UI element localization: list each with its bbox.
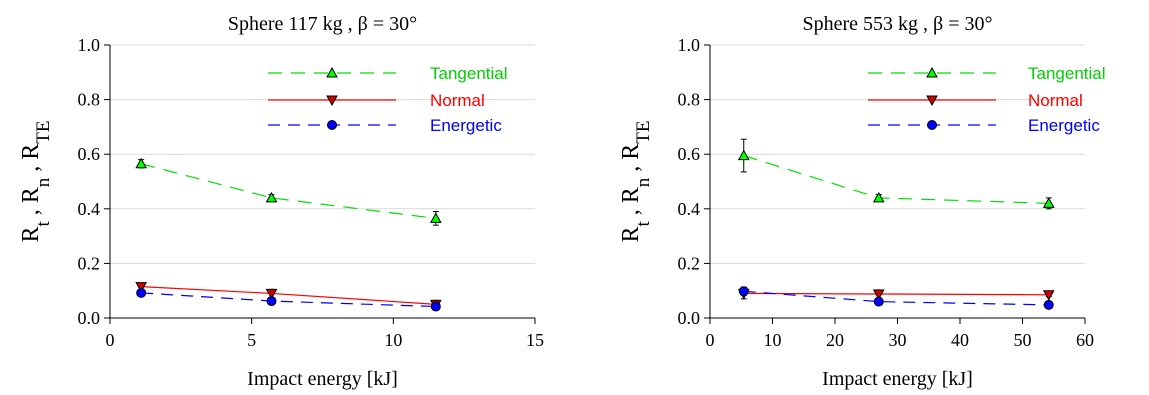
x-tick-label: 10 bbox=[764, 330, 782, 350]
series-energetic bbox=[738, 286, 1054, 310]
y-tick-label: 0.6 bbox=[78, 144, 101, 164]
y-tick-label: 0.4 bbox=[78, 199, 101, 219]
legend-label: Energetic bbox=[1028, 116, 1100, 135]
x-tick-label: 30 bbox=[889, 330, 907, 350]
series-normal bbox=[737, 287, 1055, 301]
legend-marker bbox=[326, 66, 338, 78]
x-axis-label: Impact energy [kJ] bbox=[247, 368, 398, 390]
data-point bbox=[1043, 299, 1054, 310]
y-axis-label-subscript: t bbox=[633, 221, 654, 227]
series-line bbox=[743, 290, 1049, 306]
y-axis-label-subscript: n bbox=[633, 177, 654, 187]
y-axis-label-part: , R bbox=[618, 187, 644, 221]
data-point bbox=[737, 149, 750, 161]
y-axis-label-subscript: n bbox=[33, 177, 54, 187]
data-point bbox=[135, 282, 148, 293]
x-tick-label: 0 bbox=[706, 330, 715, 350]
data-point bbox=[135, 157, 148, 169]
legend-entry-tangential: Tangential bbox=[268, 64, 508, 83]
legend-entry-energetic: Energetic bbox=[868, 116, 1100, 135]
legend-entry-tangential: Tangential bbox=[868, 64, 1106, 83]
y-axis-label-part: , R bbox=[18, 144, 44, 178]
x-tick-label: 50 bbox=[1014, 330, 1032, 350]
data-point bbox=[430, 301, 441, 312]
y-tick-label: 0.0 bbox=[678, 308, 701, 328]
y-tick-label: 0.2 bbox=[678, 253, 701, 273]
x-tick-label: 5 bbox=[247, 330, 256, 350]
chart-title: Sphere 117 kg , β = 30° bbox=[228, 13, 417, 35]
data-point bbox=[1042, 197, 1055, 208]
data-point bbox=[265, 288, 278, 300]
data-point bbox=[265, 191, 278, 203]
y-axis-label-subscript: TE bbox=[33, 120, 54, 143]
y-axis-label-part: R bbox=[18, 227, 44, 243]
x-tick-label: 20 bbox=[826, 330, 844, 350]
legend-marker bbox=[927, 120, 937, 130]
legend-marker bbox=[926, 95, 938, 107]
data-point bbox=[873, 296, 884, 307]
y-tick-label: 0.6 bbox=[678, 144, 701, 164]
legend-marker bbox=[327, 120, 337, 130]
data-point bbox=[872, 289, 885, 301]
chart-title: Sphere 553 kg , β = 30° bbox=[803, 13, 993, 35]
legend-entry-normal: Normal bbox=[868, 91, 1083, 110]
series-line bbox=[141, 163, 436, 219]
y-axis-label-part: , R bbox=[618, 144, 644, 178]
chart-right: 0.0 0.2 0.4 0.6 0.8 1.0 0 10 20 30 40 50 60 Sphere 55… bbox=[618, 13, 1106, 390]
data-point bbox=[738, 286, 749, 297]
legend-label: Tangential bbox=[430, 64, 508, 83]
data-point bbox=[1042, 290, 1055, 301]
y-axis-label-subscript: t bbox=[33, 221, 54, 227]
y-axis-label: Rt , Rn , RTE bbox=[618, 120, 654, 242]
y-tick-label: 0.8 bbox=[78, 90, 101, 110]
x-tick-label: 0 bbox=[106, 330, 115, 350]
series-energetic bbox=[136, 287, 441, 312]
legend-label: Normal bbox=[1028, 91, 1083, 110]
data-point bbox=[266, 296, 277, 307]
y-axis-label-subscript: TE bbox=[633, 120, 654, 143]
series-tangential bbox=[737, 138, 1055, 210]
legend-label: Energetic bbox=[430, 116, 502, 135]
y-axis-label-part: , R bbox=[18, 187, 44, 221]
x-tick-label: 10 bbox=[384, 330, 402, 350]
data-point bbox=[429, 212, 442, 223]
legend-entry-energetic: Energetic bbox=[268, 116, 502, 135]
series-tangential bbox=[135, 157, 442, 226]
chart-left: 0.0 0.2 0.4 0.6 0.8 1.0 0 5 10 15 Sphere 117 kg , … bbox=[18, 13, 544, 390]
y-axis-label-part: R bbox=[618, 227, 644, 243]
x-tick-label: 40 bbox=[951, 330, 969, 350]
data-point bbox=[136, 287, 147, 298]
legend-marker bbox=[326, 95, 338, 107]
y-tick-label: 0.0 bbox=[78, 308, 101, 328]
y-axis-label: Rt , Rn , RTE bbox=[18, 120, 54, 242]
legend-label: Normal bbox=[430, 91, 485, 110]
legend-marker bbox=[926, 66, 938, 78]
y-tick-label: 0.8 bbox=[678, 90, 701, 110]
x-tick-label: 60 bbox=[1076, 330, 1094, 350]
series-line bbox=[743, 154, 1049, 204]
y-tick-label: 1.0 bbox=[78, 35, 101, 55]
y-tick-label: 1.0 bbox=[678, 35, 701, 55]
legend-entry-normal: Normal bbox=[268, 91, 485, 110]
y-tick-label: 0.2 bbox=[78, 253, 101, 273]
legend-label: Tangential bbox=[1028, 64, 1106, 83]
x-tick-label: 15 bbox=[526, 330, 544, 350]
x-axis-label: Impact energy [kJ] bbox=[822, 368, 973, 390]
y-tick-label: 0.4 bbox=[678, 199, 701, 219]
data-point bbox=[872, 191, 885, 203]
